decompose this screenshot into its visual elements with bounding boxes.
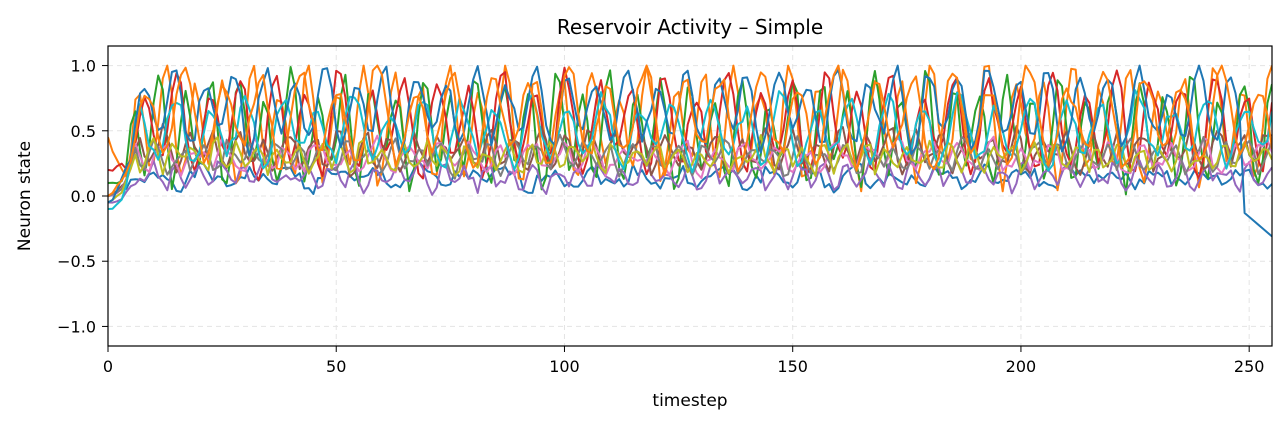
x-tick-label: 200 <box>1006 357 1037 376</box>
series-line-11 <box>108 64 1272 238</box>
series-lines <box>108 64 1272 238</box>
y-tick-label: −0.5 <box>57 252 96 271</box>
chart-title: Reservoir Activity – Simple <box>557 15 823 39</box>
y-tick-label: −1.0 <box>57 317 96 336</box>
x-tick-label: 100 <box>549 357 580 376</box>
series-line-12 <box>108 64 1272 197</box>
x-tick-label: 250 <box>1234 357 1265 376</box>
x-tick-label: 150 <box>777 357 808 376</box>
series-line-10 <box>108 89 1272 210</box>
y-axis-label: Neuron state <box>15 141 35 251</box>
x-tick-label: 50 <box>326 357 346 376</box>
y-tick-label: 0.0 <box>71 187 96 206</box>
y-tick-label: 0.5 <box>71 122 96 141</box>
y-tick-label: 1.0 <box>71 57 96 76</box>
x-tick-label: 0 <box>103 357 113 376</box>
series-line-8 <box>108 133 1272 197</box>
x-axis-label: timestep <box>652 391 727 411</box>
x-axis-ticks: 0 50 100 150 200 250 <box>103 346 1265 376</box>
y-axis-ticks: −1.0 −0.5 0.0 0.5 1.0 <box>57 57 108 336</box>
